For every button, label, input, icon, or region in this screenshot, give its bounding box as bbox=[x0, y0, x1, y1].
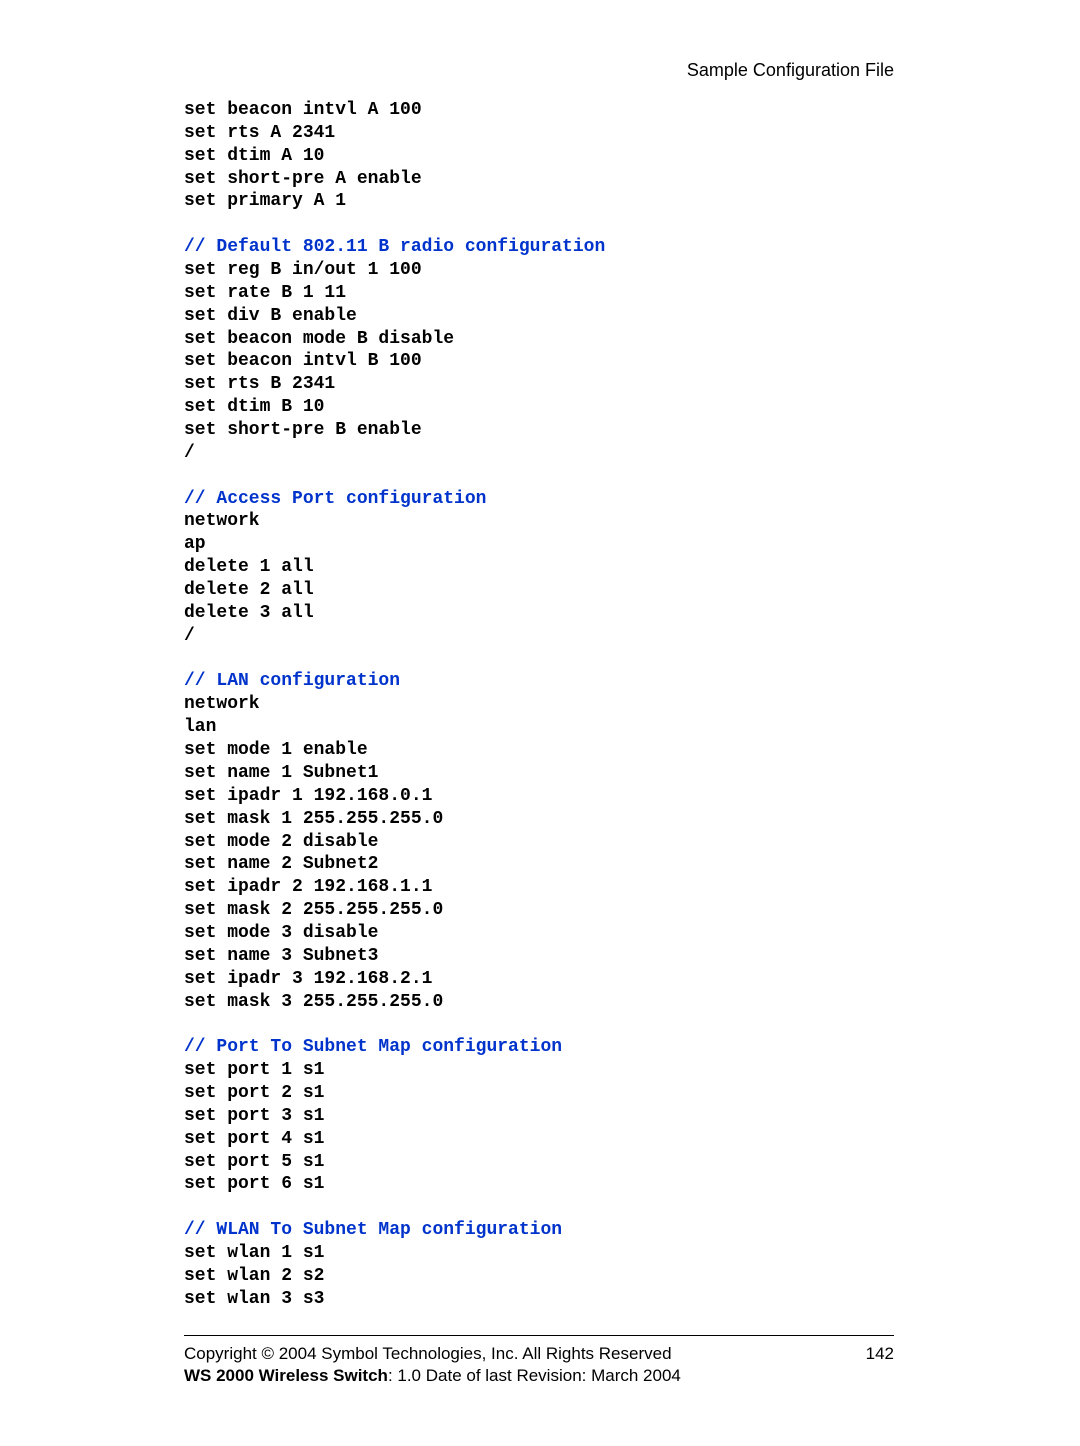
code-line: set wlan 1 s1 bbox=[184, 1243, 324, 1263]
code-line: set short-pre A enable bbox=[184, 169, 422, 189]
code-comment-line: // Port To Subnet Map configuration bbox=[184, 1037, 562, 1057]
code-line: set port 3 s1 bbox=[184, 1106, 324, 1126]
code-line: set ipadr 2 192.168.1.1 bbox=[184, 877, 432, 897]
code-line: set short-pre B enable bbox=[184, 420, 422, 440]
code-line: set rate B 1 11 bbox=[184, 283, 346, 303]
code-comment-line: // Default 802.11 B radio configuration bbox=[184, 237, 605, 257]
code-line: set wlan 3 s3 bbox=[184, 1289, 324, 1309]
code-line: set primary A 1 bbox=[184, 191, 346, 211]
code-line: set port 4 s1 bbox=[184, 1129, 324, 1149]
code-line: set port 2 s1 bbox=[184, 1083, 324, 1103]
code-line: / bbox=[184, 626, 195, 646]
code-line: lan bbox=[184, 717, 216, 737]
copyright-text: Copyright © 2004 Symbol Technologies, In… bbox=[184, 1344, 672, 1364]
code-line: set dtim B 10 bbox=[184, 397, 324, 417]
code-line: set wlan 2 s2 bbox=[184, 1266, 324, 1286]
code-line: set port 1 s1 bbox=[184, 1060, 324, 1080]
code-block: set beacon intvl A 100 set rts A 2341 se… bbox=[184, 99, 894, 1311]
code-line: set reg B in/out 1 100 bbox=[184, 260, 422, 280]
code-line: set mode 1 enable bbox=[184, 740, 368, 760]
footer-line-2: WS 2000 Wireless Switch: 1.0 Date of las… bbox=[184, 1366, 894, 1386]
code-line: set name 1 Subnet1 bbox=[184, 763, 378, 783]
product-name: WS 2000 Wireless Switch bbox=[184, 1366, 388, 1385]
code-line: set mask 1 255.255.255.0 bbox=[184, 809, 443, 829]
code-line: / bbox=[184, 443, 195, 463]
code-line: delete 3 all bbox=[184, 603, 314, 623]
code-line: set rts B 2341 bbox=[184, 374, 335, 394]
footer-line-1: Copyright © 2004 Symbol Technologies, In… bbox=[184, 1344, 894, 1364]
code-comment-line: // WLAN To Subnet Map configuration bbox=[184, 1220, 562, 1240]
code-comment-line: // LAN configuration bbox=[184, 671, 400, 691]
page-footer: Copyright © 2004 Symbol Technologies, In… bbox=[184, 1335, 894, 1386]
code-line: set mask 3 255.255.255.0 bbox=[184, 992, 443, 1012]
code-line: set mode 2 disable bbox=[184, 832, 378, 852]
document-page: Sample Configuration File set beacon int… bbox=[0, 0, 1080, 1446]
product-info: : 1.0 Date of last Revision: March 2004 bbox=[388, 1366, 681, 1385]
code-line: delete 1 all bbox=[184, 557, 314, 577]
page-header: Sample Configuration File bbox=[184, 60, 894, 81]
code-line: network bbox=[184, 694, 260, 714]
code-comment-line: // Access Port configuration bbox=[184, 489, 486, 509]
code-line: set beacon intvl A 100 bbox=[184, 100, 422, 120]
code-line: set name 2 Subnet2 bbox=[184, 854, 378, 874]
page-number: 142 bbox=[866, 1344, 894, 1364]
code-line: delete 2 all bbox=[184, 580, 314, 600]
code-line: set ipadr 3 192.168.2.1 bbox=[184, 969, 432, 989]
code-line: set rts A 2341 bbox=[184, 123, 335, 143]
code-line: set div B enable bbox=[184, 306, 357, 326]
code-line: ap bbox=[184, 534, 206, 554]
code-line: set port 6 s1 bbox=[184, 1174, 324, 1194]
code-line: set dtim A 10 bbox=[184, 146, 324, 166]
code-line: network bbox=[184, 511, 260, 531]
code-line: set name 3 Subnet3 bbox=[184, 946, 378, 966]
code-line: set beacon intvl B 100 bbox=[184, 351, 422, 371]
code-line: set mode 3 disable bbox=[184, 923, 378, 943]
code-line: set port 5 s1 bbox=[184, 1152, 324, 1172]
code-line: set beacon mode B disable bbox=[184, 329, 454, 349]
code-line: set ipadr 1 192.168.0.1 bbox=[184, 786, 432, 806]
code-line: set mask 2 255.255.255.0 bbox=[184, 900, 443, 920]
